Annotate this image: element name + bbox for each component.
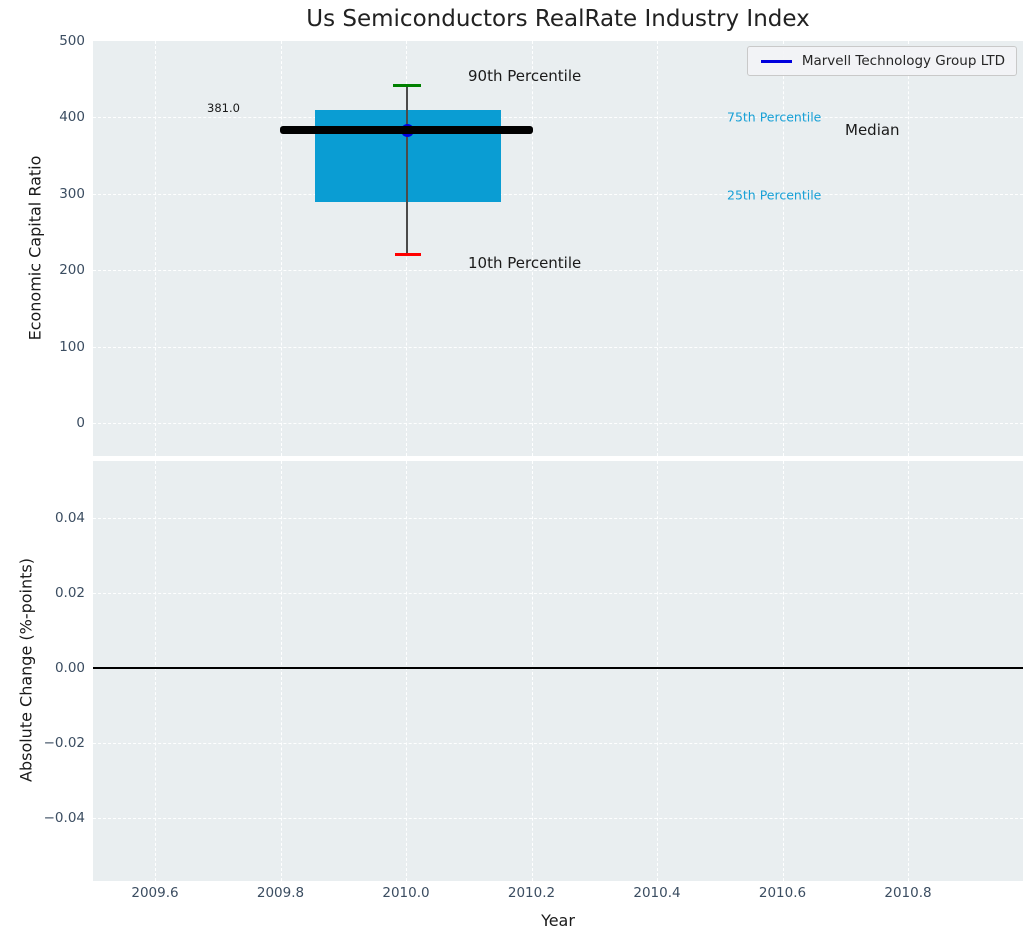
gridline-vertical (155, 41, 156, 456)
annotation-90th-percentile: 90th Percentile (468, 67, 582, 85)
gridline-vertical (908, 41, 909, 456)
gridline-vertical (908, 461, 909, 881)
y-tick-label: 0 (76, 415, 85, 431)
gridline-horizontal (93, 346, 1023, 348)
gridline-vertical (657, 41, 658, 456)
y-axis-label-top: Economic Capital Ratio (25, 155, 45, 341)
gridline-vertical (155, 461, 156, 881)
gridline-vertical (657, 461, 658, 881)
gridline-horizontal (93, 423, 1023, 424)
gridline-horizontal (93, 270, 1023, 271)
y-tick-label: 0.02 (54, 585, 85, 601)
gridline-vertical (782, 461, 784, 881)
zero-line (93, 667, 1023, 669)
gridline-vertical (531, 461, 533, 881)
y-tick-label: 500 (59, 33, 85, 49)
whisker-cap-10th (395, 253, 421, 256)
x-tick-label: 2010.6 (758, 885, 807, 901)
annotation-median: Median (845, 121, 900, 139)
x-tick-label: 2009.8 (256, 885, 305, 901)
legend-label: Marvell Technology Group LTD (801, 53, 1005, 69)
x-tick-label: 2010.0 (382, 885, 430, 901)
annotation-series-value: 381.0 (207, 101, 240, 115)
whisker-line (406, 85, 408, 255)
annotation-75th-percentile: 75th Percentile (727, 109, 822, 125)
y-tick-label: 200 (59, 262, 85, 278)
y-axis-label-bottom: Absolute Change (%-points) (16, 558, 36, 782)
gridline-vertical (281, 41, 282, 456)
x-tick-label: 2009.6 (131, 885, 179, 901)
y-tick-label: 100 (59, 338, 85, 355)
gridline-vertical (782, 41, 784, 456)
plot-area-top: 90th Percentile 10th Percentile 75th Per… (93, 41, 1023, 456)
y-tick-label: 0.00 (54, 660, 85, 676)
y-tick-label: 0.04 (54, 510, 85, 526)
annotation-10th-percentile: 10th Percentile (468, 254, 582, 272)
gridline-horizontal (93, 593, 1023, 594)
legend: Marvell Technology Group LTD (746, 46, 1017, 76)
gridline-horizontal (93, 193, 1023, 195)
x-tick-label: 2010.2 (507, 885, 556, 901)
x-axis-label: Year (541, 911, 575, 930)
whisker-cap-90th (393, 84, 421, 87)
annotation-25th-percentile: 25th Percentile (727, 187, 822, 203)
plot-area-bottom (93, 461, 1023, 881)
gridline-horizontal (93, 743, 1023, 744)
gridline-vertical (406, 461, 407, 881)
gridline-horizontal (93, 518, 1023, 519)
gridline-horizontal (93, 818, 1023, 819)
median-line (280, 126, 533, 134)
gridline-vertical (281, 461, 282, 881)
y-tick-label: 400 (59, 109, 85, 125)
y-tick-label: −0.04 (43, 810, 85, 826)
x-tick-label: 2010.4 (633, 885, 681, 901)
chart-title: Us Semiconductors RealRate Industry Inde… (306, 6, 810, 32)
gridline-horizontal (93, 117, 1023, 118)
x-tick-label: 2010.8 (884, 885, 932, 901)
y-tick-label: 300 (59, 185, 85, 202)
y-tick-label: −0.02 (43, 735, 85, 751)
legend-line-sample-icon (760, 59, 792, 63)
gridline-vertical (531, 41, 533, 456)
